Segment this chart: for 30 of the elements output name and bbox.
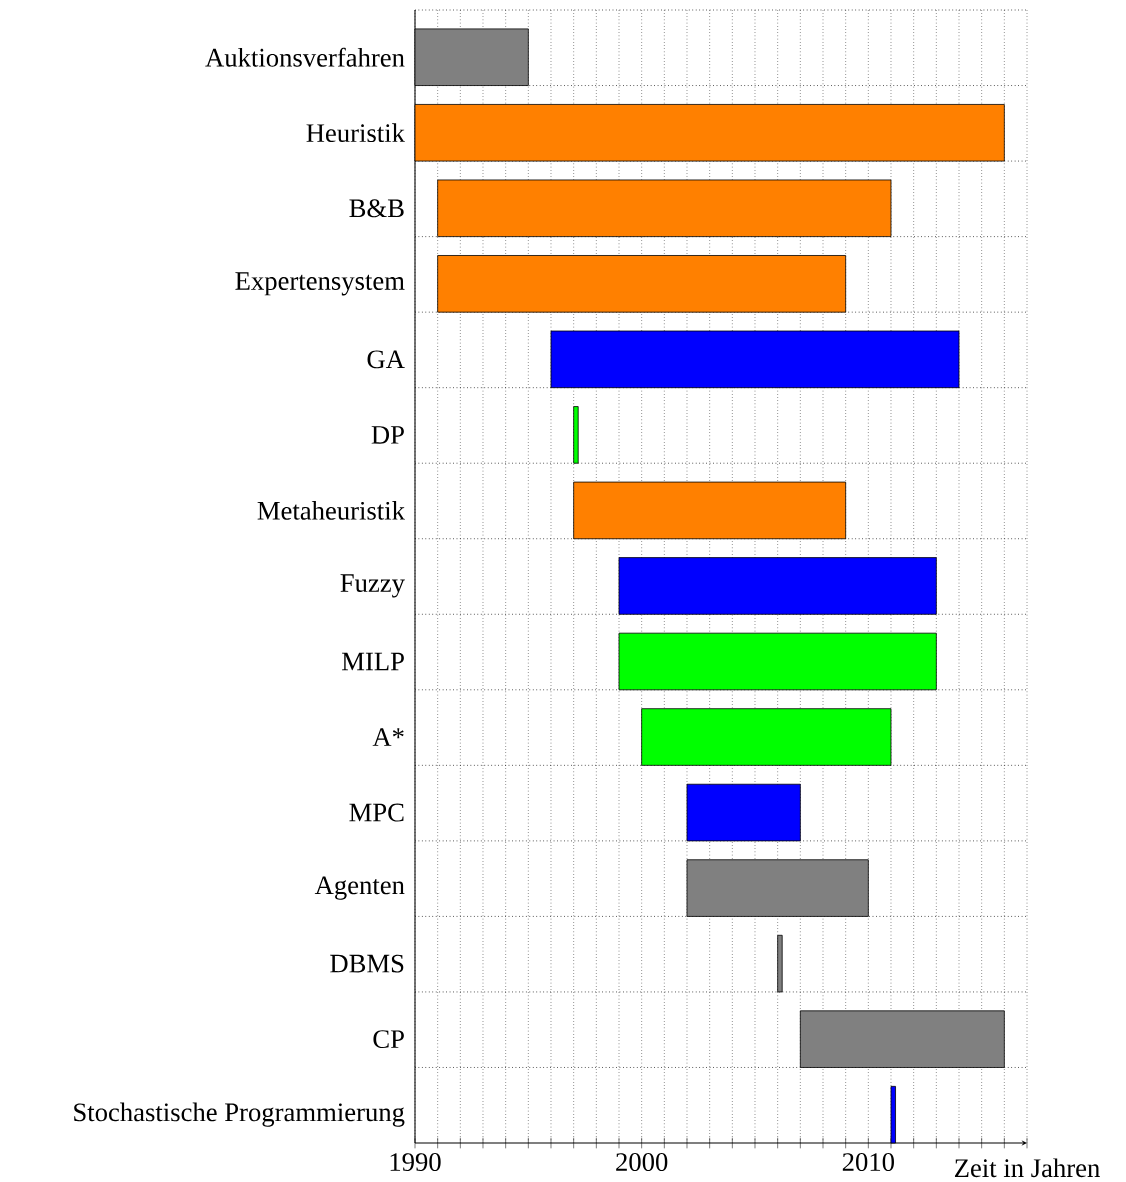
y-tick-label: GA bbox=[367, 350, 405, 369]
bar bbox=[573, 406, 579, 464]
y-tick-label: DBMS bbox=[330, 954, 404, 973]
bar bbox=[618, 632, 937, 691]
bar bbox=[641, 708, 892, 766]
bar bbox=[618, 557, 937, 615]
bar bbox=[573, 481, 847, 540]
bar bbox=[777, 934, 783, 993]
y-tick-label: DP bbox=[371, 426, 404, 444]
y-tick-label: CP bbox=[373, 1030, 404, 1049]
y-tick-label: Agenten bbox=[314, 876, 405, 900]
y-tick-label: Auktionsverfahren bbox=[205, 47, 405, 67]
bar bbox=[686, 783, 801, 842]
x-tick-label: 2000 bbox=[616, 1153, 668, 1172]
y-tick-label: Heuristik bbox=[306, 123, 405, 143]
y-tick-label: A* bbox=[372, 728, 404, 746]
y-tick-label: Metaheuristik bbox=[257, 501, 405, 520]
x-axis-title: Zeit in Jahren bbox=[954, 1158, 1100, 1178]
x-tick-label: 2010 bbox=[842, 1153, 894, 1172]
y-tick-label: Stochastische Programmierung bbox=[74, 1102, 405, 1127]
x-tick-label: 1990 bbox=[390, 1153, 441, 1172]
y-tick-label: Expertensystem bbox=[235, 272, 405, 296]
bar bbox=[686, 859, 869, 917]
y-tick-label: MILP bbox=[342, 652, 404, 671]
y-tick-label: Fuzzy bbox=[340, 574, 405, 598]
bar bbox=[437, 179, 892, 238]
bar bbox=[550, 330, 960, 389]
bar bbox=[437, 255, 847, 313]
y-tick-label: MPC bbox=[349, 803, 404, 822]
y-tick-label: B&B bbox=[349, 199, 404, 218]
